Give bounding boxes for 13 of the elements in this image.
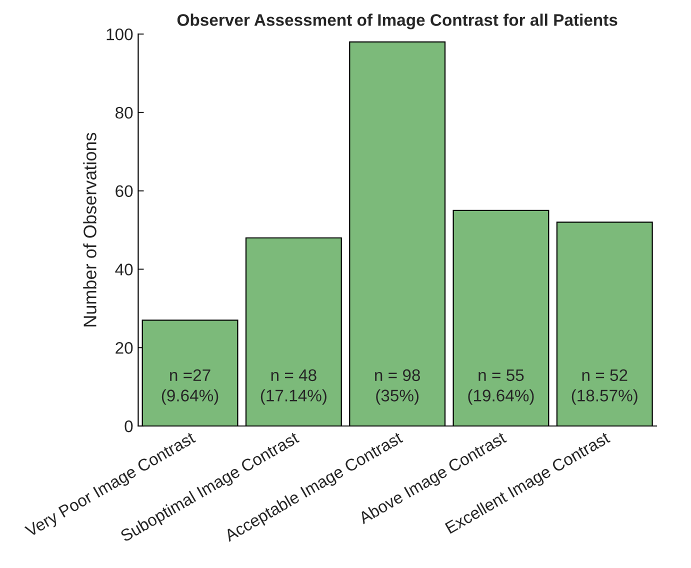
y-tick-label: 60 <box>116 185 133 198</box>
data-label: n = 48 (17.14%) <box>260 369 326 405</box>
y-tick-label: 100 <box>106 28 133 40</box>
data-label: n = 98 (35%) <box>375 369 420 405</box>
chart-title: Observer Assessment of Image Contrast for all Patients <box>177 14 618 30</box>
y-tick-label: 20 <box>116 342 133 354</box>
y-tick-label: 80 <box>116 106 133 119</box>
y-tick-label: 40 <box>115 264 133 276</box>
data-label: n = 52 (18.57%) <box>572 369 638 405</box>
y-axis-title: Number of Observations <box>83 132 96 326</box>
data-label: n = 55 (19.64%) <box>468 369 534 405</box>
data-label: n =27 (9.64%) <box>162 369 218 405</box>
y-tick-label: 0 <box>124 420 133 432</box>
